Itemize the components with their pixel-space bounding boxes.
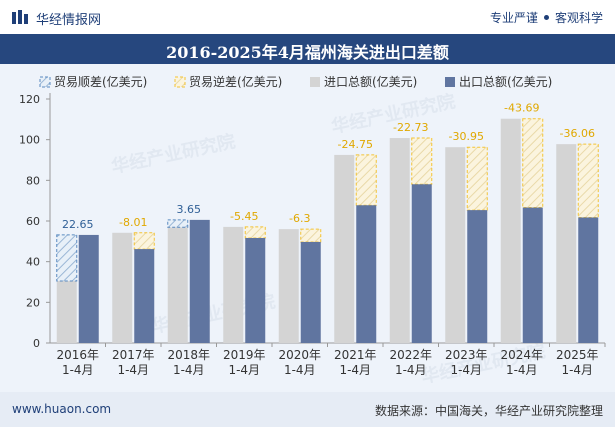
x-tick-label: 1-4月	[284, 363, 316, 377]
x-tick-label: 2017年	[112, 348, 155, 362]
x-tick-label: 1-4月	[228, 363, 260, 377]
balance-label: -5.45	[230, 210, 258, 223]
tagline: 专业严谨 客观科学	[490, 9, 603, 26]
y-tick-label: 40	[26, 256, 40, 269]
import-bar	[278, 229, 299, 343]
footer: www.huaon.com 数据来源：中国海关，华经产业研究院整理	[0, 392, 615, 427]
bar-chart: 贸易顺差(亿美元) 贸易逆差(亿美元) 进口总额(亿美元) 出口总额(亿美元) 0 20 4…	[19, 74, 606, 377]
legend-swatch	[39, 76, 51, 88]
export-bar	[467, 210, 488, 343]
x-tick-label: 2016年	[56, 348, 99, 362]
tagline-left: 专业严谨	[489, 11, 538, 25]
x-tick-label: 1-4月	[62, 363, 94, 377]
export-bar	[245, 237, 266, 343]
export-bar	[356, 205, 377, 343]
x-tick-label: 2024年	[500, 348, 543, 362]
x-tick-label: 2019年	[223, 348, 266, 362]
legend-label: 贸易顺差(亿美元)	[54, 74, 147, 89]
import-bar	[167, 227, 188, 343]
surplus-marker	[56, 234, 78, 282]
legend-swatch	[174, 76, 186, 88]
x-tick-label: 1-4月	[173, 363, 205, 377]
legend-label: 贸易逆差(亿美元)	[189, 74, 282, 89]
deficit-marker	[355, 154, 377, 206]
y-tick-label: 80	[26, 174, 40, 187]
x-tick-label: 1-4月	[117, 363, 149, 377]
balance-label: -43.69	[504, 102, 539, 115]
y-tick-label: 20	[26, 296, 40, 309]
x-tick-label: 2022年	[389, 348, 432, 362]
dot-separator-icon	[543, 15, 549, 20]
import-bar	[389, 138, 410, 343]
balance-label: -8.01	[119, 216, 147, 229]
import-bar	[223, 226, 244, 343]
deficit-marker	[300, 228, 322, 243]
legend-swatch	[445, 77, 455, 87]
brand-name: 华经情报网	[36, 13, 102, 28]
balance-label: -6.3	[289, 212, 310, 225]
x-tick-label: 1-4月	[561, 363, 593, 377]
y-tick-label: 120	[19, 93, 40, 106]
site-url: www.huaon.com	[12, 402, 112, 416]
y-tick-label: 0	[33, 337, 40, 350]
export-bar	[522, 207, 543, 343]
deficit-marker	[466, 146, 488, 211]
import-bar	[500, 118, 521, 343]
import-bar	[56, 280, 77, 343]
deficit-marker	[522, 118, 544, 209]
data-source: 数据来源：中国海关，华经产业研究院整理	[374, 404, 603, 418]
x-tick-label: 1-4月	[395, 363, 427, 377]
x-tick-label: 1-4月	[506, 363, 538, 377]
legend-label: 出口总额(亿美元)	[459, 74, 552, 89]
import-bar	[445, 147, 466, 343]
export-bar	[189, 219, 210, 343]
export-bar	[300, 241, 321, 343]
legend-label: 进口总额(亿美元)	[324, 74, 417, 89]
import-bar	[112, 232, 133, 343]
x-tick-label: 1-4月	[450, 363, 482, 377]
deficit-marker	[244, 226, 266, 239]
surplus-marker	[167, 219, 189, 228]
import-bar	[334, 154, 355, 343]
deficit-marker	[411, 137, 433, 185]
legend-swatch	[310, 77, 320, 87]
balance-label: -36.06	[560, 127, 595, 140]
balance-label: 22.65	[62, 218, 94, 231]
balance-label: -22.73	[393, 121, 428, 134]
chart-title: 2016-2025年4月福州海关进出口差额	[166, 43, 449, 62]
x-tick-label: 1-4月	[339, 363, 371, 377]
x-tick-label: 2020年	[278, 348, 321, 362]
export-bar	[578, 217, 599, 343]
export-bar	[411, 184, 432, 343]
export-bar	[134, 249, 155, 343]
title-bar: 2016-2025年4月福州海关进出口差额	[0, 34, 615, 64]
y-tick-label: 100	[19, 134, 40, 147]
y-tick-label: 60	[26, 215, 40, 228]
top-bar: 华经情报网 专业严谨 客观科学	[0, 0, 615, 34]
x-tick-label: 2018年	[167, 348, 210, 362]
logo-icon	[12, 10, 28, 24]
deficit-marker	[133, 232, 155, 250]
import-bar	[556, 144, 577, 343]
deficit-marker	[577, 143, 599, 218]
x-tick-label: 2025年	[556, 348, 599, 362]
balance-label: 3.65	[177, 203, 202, 216]
balance-label: -24.75	[338, 138, 373, 151]
export-bar	[78, 234, 99, 343]
balance-label: -30.95	[449, 130, 484, 143]
x-tick-label: 2021年	[334, 348, 377, 362]
x-tick-label: 2023年	[445, 348, 488, 362]
tagline-right: 客观科学	[554, 11, 603, 25]
